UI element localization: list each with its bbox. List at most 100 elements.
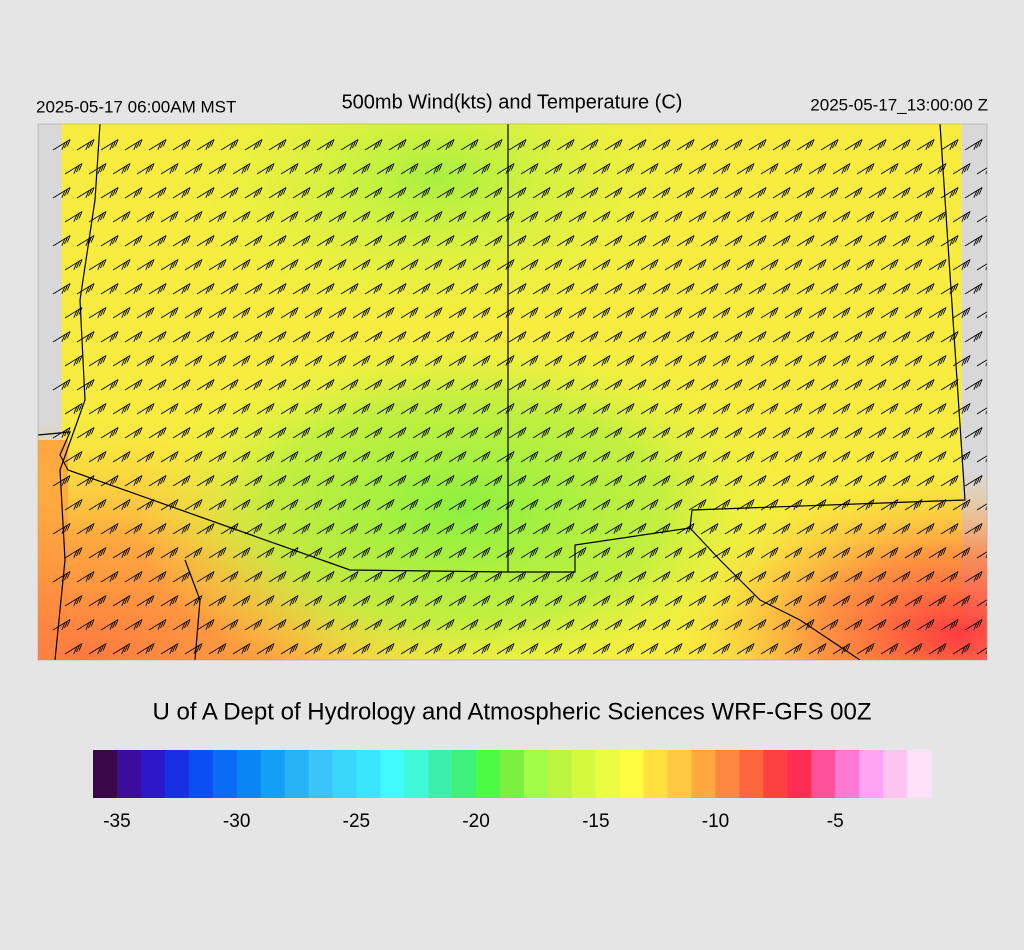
wind-barb — [244, 139, 263, 151]
wind-barb — [544, 259, 563, 271]
wind-barb — [76, 379, 95, 391]
wind-barb — [196, 139, 215, 151]
wind-barb — [688, 211, 707, 223]
wind-barb — [376, 451, 395, 463]
wind-barb — [808, 307, 827, 319]
wind-barb — [340, 283, 359, 295]
wind-barb — [412, 331, 431, 343]
wind-barb — [772, 571, 791, 583]
wind-barb — [760, 307, 779, 319]
wind-barb — [376, 643, 395, 655]
wind-barb — [676, 331, 695, 343]
wind-barb — [88, 211, 107, 223]
wind-barb — [472, 259, 491, 271]
wind-barb — [736, 163, 755, 175]
wind-barb — [952, 403, 971, 415]
wind-barb — [556, 523, 575, 535]
wind-barb — [820, 475, 839, 487]
wind-barb — [688, 547, 707, 559]
wind-barb — [256, 547, 275, 559]
wind-barb — [436, 283, 455, 295]
wind-barb — [436, 475, 455, 487]
wind-barb — [760, 499, 779, 511]
wind-barb — [136, 307, 155, 319]
wind-barb — [52, 235, 71, 247]
color-swatch — [356, 750, 381, 798]
wind-barb — [928, 211, 947, 223]
wind-barb — [580, 187, 599, 199]
wind-barb — [520, 595, 539, 607]
wind-barb — [868, 283, 887, 295]
wind-barb — [880, 451, 899, 463]
color-swatch — [452, 750, 477, 798]
wind-barb — [412, 187, 431, 199]
wind-barb — [64, 211, 83, 223]
wind-barb — [940, 523, 959, 535]
wind-barb — [160, 403, 179, 415]
wind-barb — [748, 187, 767, 199]
wind-barb — [856, 355, 875, 367]
wind-barb — [88, 595, 107, 607]
wind-barb — [628, 235, 647, 247]
color-swatch — [739, 750, 764, 798]
wind-barb — [604, 235, 623, 247]
wind-barb — [472, 643, 491, 655]
wind-barb — [712, 547, 731, 559]
wind-barb — [112, 259, 131, 271]
wind-barb — [496, 499, 515, 511]
wind-barb — [172, 331, 191, 343]
wind-barb — [376, 403, 395, 415]
wind-barb — [508, 571, 527, 583]
wind-barb — [508, 619, 527, 631]
wind-barb — [784, 259, 803, 271]
wind-barb — [400, 211, 419, 223]
wind-barb — [640, 547, 659, 559]
wind-barb — [532, 331, 551, 343]
wind-barb — [532, 139, 551, 151]
wind-barb — [856, 403, 875, 415]
color-swatch — [260, 750, 286, 798]
wind-barb — [904, 403, 923, 415]
color-swatch — [715, 750, 740, 798]
wind-barb — [436, 427, 455, 439]
wind-barb — [712, 643, 731, 655]
wind-barb — [892, 331, 911, 343]
wind-barb — [280, 451, 299, 463]
wind-barb — [712, 163, 731, 175]
wind-barb — [76, 283, 95, 295]
wind-barb — [868, 379, 887, 391]
wind-barb — [544, 547, 563, 559]
wind-barb — [64, 259, 83, 271]
wind-barb — [484, 283, 503, 295]
wind-barb — [892, 619, 911, 631]
wind-barb — [256, 259, 275, 271]
color-swatch — [859, 750, 884, 798]
wind-barb — [904, 355, 923, 367]
wind-barb — [508, 235, 527, 247]
wind-barb — [484, 475, 503, 487]
wind-barb — [700, 523, 719, 535]
color-swatch — [523, 750, 549, 798]
wind-barb — [652, 427, 671, 439]
wind-barb — [304, 163, 323, 175]
wind-barb — [484, 139, 503, 151]
wind-barb — [496, 211, 515, 223]
wind-barb — [412, 619, 431, 631]
wind-barb — [208, 211, 227, 223]
wind-barb — [580, 139, 599, 151]
wind-barb — [232, 499, 251, 511]
wind-barb — [184, 595, 203, 607]
wind-barb — [856, 211, 875, 223]
wind-barb — [952, 499, 971, 511]
wind-barb — [172, 571, 191, 583]
wind-barb — [580, 283, 599, 295]
wind-barb — [388, 619, 407, 631]
wind-barb — [304, 643, 323, 655]
wind-barb — [292, 475, 311, 487]
wind-barb — [688, 595, 707, 607]
wind-barb — [496, 355, 515, 367]
wind-barb — [796, 283, 815, 295]
wind-barb — [580, 523, 599, 535]
color-swatch — [116, 750, 142, 798]
wind-barb — [640, 307, 659, 319]
